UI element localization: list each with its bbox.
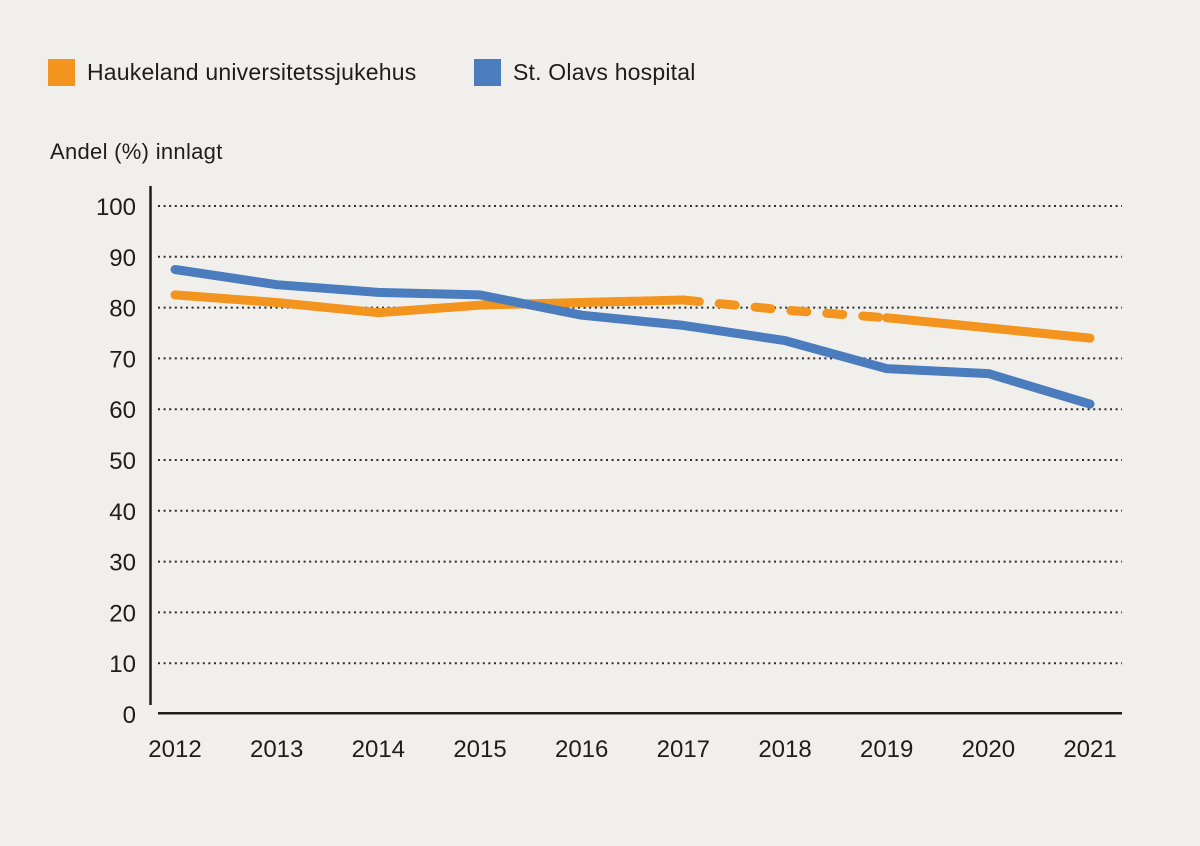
x-tick-label: 2013 bbox=[250, 736, 303, 763]
y-tick-label: 90 bbox=[109, 245, 136, 272]
y-tick-label: 0 bbox=[123, 702, 136, 729]
series-line-st-olavs-hospital bbox=[170, 265, 1095, 409]
x-tick-label: 2017 bbox=[657, 736, 710, 763]
y-tick-label: 50 bbox=[109, 448, 136, 475]
y-tick-label: 100 bbox=[96, 194, 136, 221]
x-tick-label: 2016 bbox=[555, 736, 608, 763]
y-tick-label: 30 bbox=[109, 550, 136, 577]
x-tick-label: 2015 bbox=[453, 736, 506, 763]
x-tick-label: 2014 bbox=[352, 736, 405, 763]
series-line-haukeland-universitetssjukehus bbox=[170, 290, 688, 318]
y-tick-label: 20 bbox=[109, 600, 136, 627]
legend-swatch-orange bbox=[48, 59, 75, 86]
series-line-haukeland-universitetssjukehus bbox=[882, 313, 1095, 343]
y-tick-label: 80 bbox=[109, 296, 136, 323]
series-line-haukeland-universitetssjukehus-dashed bbox=[678, 295, 892, 323]
x-tick-label: 2018 bbox=[758, 736, 811, 763]
y-tick-label: 10 bbox=[109, 651, 136, 678]
y-tick-label: 70 bbox=[109, 346, 136, 373]
y-axis-title: Andel (%) innlagt bbox=[50, 139, 223, 164]
legend-label: St. Olavs hospital bbox=[513, 59, 696, 85]
legend-item-st-olavs: St. Olavs hospital bbox=[474, 59, 696, 86]
x-tick-label: 2020 bbox=[962, 736, 1015, 763]
y-tick-label: 40 bbox=[109, 499, 136, 526]
legend-label: Haukeland universitetssjukehus bbox=[87, 59, 417, 85]
legend-item-haukeland: Haukeland universitetssjukehus bbox=[48, 59, 416, 86]
x-tick-label: 2012 bbox=[148, 736, 201, 763]
x-tick-label: 2019 bbox=[860, 736, 913, 763]
legend-swatch-blue bbox=[474, 59, 501, 86]
y-tick-label: 60 bbox=[109, 397, 136, 424]
x-tick-label: 2021 bbox=[1063, 736, 1116, 763]
